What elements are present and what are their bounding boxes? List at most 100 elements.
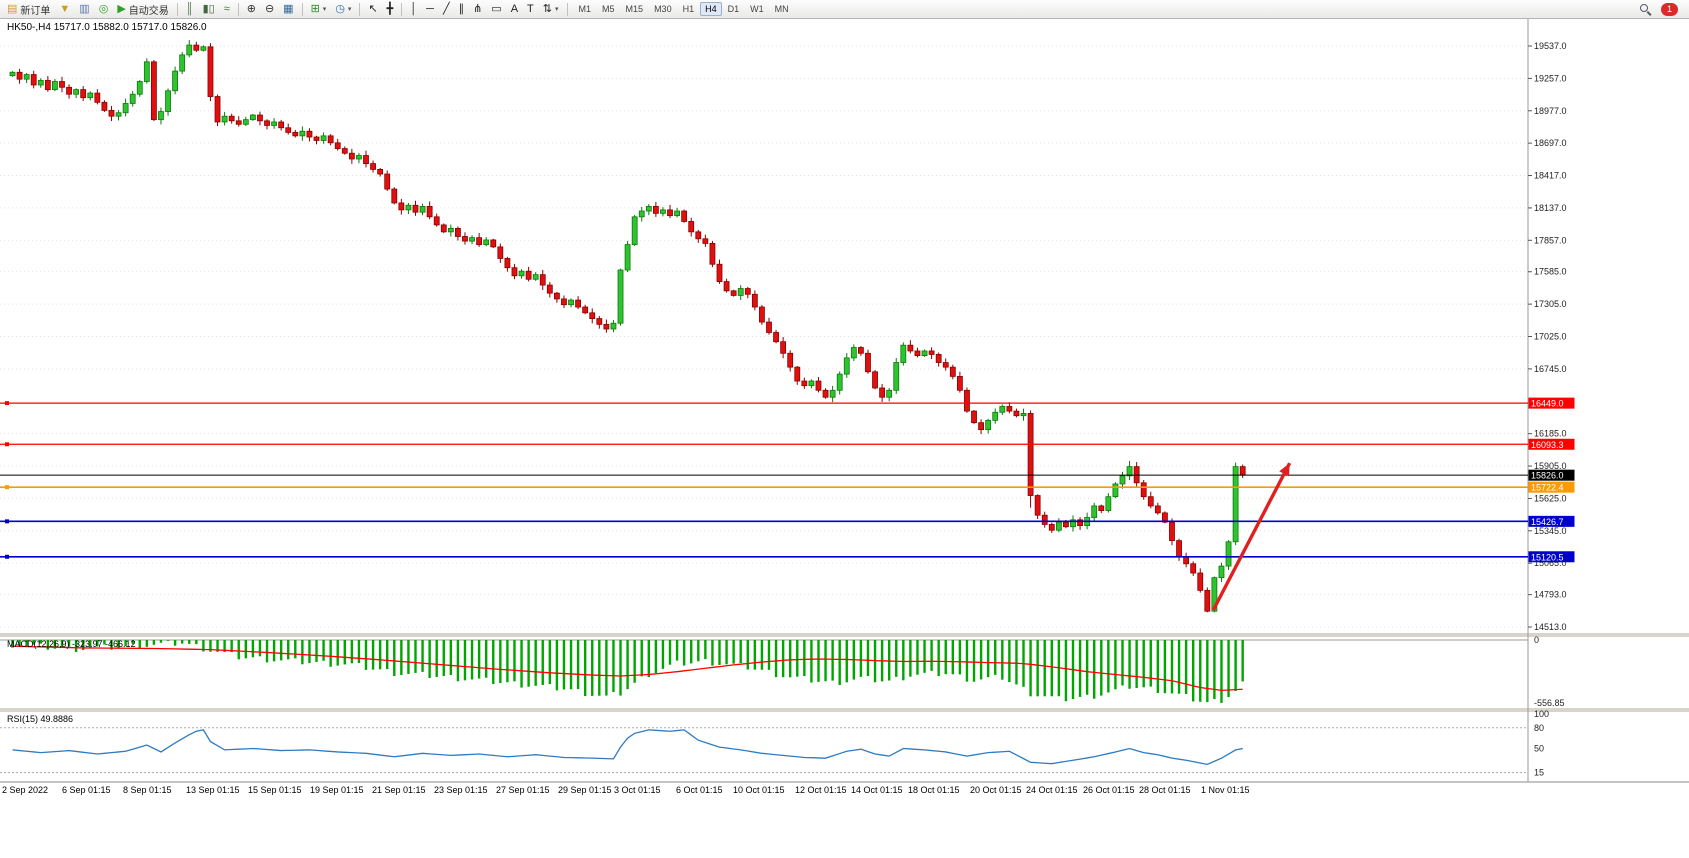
- arrows-icon: ⇅: [542, 2, 552, 15]
- svg-text:100: 100: [1534, 709, 1549, 719]
- new-order-button[interactable]: ▤ 新订单: [3, 0, 54, 18]
- chevron-down-icon: ▾: [322, 6, 327, 13]
- zoom-out-button[interactable]: ⊖: [261, 0, 278, 18]
- timeframe-bar: M1 M5 M15 M30 H1 H4 D1 W1 MN: [574, 2, 794, 16]
- trend-arrow-object[interactable]: [1211, 462, 1292, 611]
- pane-divider[interactable]: [0, 633, 1689, 637]
- svg-text:18137.0: 18137.0: [1534, 203, 1567, 213]
- tile-windows-button[interactable]: ▦: [279, 0, 297, 18]
- svg-text:19537.0: 19537.0: [1534, 41, 1567, 51]
- svg-text:27 Sep 01:15: 27 Sep 01:15: [496, 785, 550, 795]
- arrows-button[interactable]: ⇅ ▾: [539, 0, 563, 18]
- crosshair-button[interactable]: ╋: [383, 0, 398, 18]
- svg-text:12 Oct 01:15: 12 Oct 01:15: [795, 785, 847, 795]
- svg-text:15345.0: 15345.0: [1534, 526, 1567, 536]
- candlestick-icon: ▮▯: [202, 2, 215, 15]
- toolbar-buttons: ▤ 新订单 ▼ ▥ ◎ ▶ 自动交易 ║ ▮▯ ≈ ⊕ ⊖ ▦ ⊞ ▾ ◷ ▾ ↖ ╋ │ ─ ╱ ∥ ⋔ ▭ A T ⇅ ▾: [3, 0, 571, 18]
- button-label: 新订单: [20, 5, 51, 17]
- bar-chart-button[interactable]: ║: [182, 0, 198, 18]
- refresh-icon-button[interactable]: ◎: [95, 0, 113, 18]
- text-button[interactable]: A: [507, 0, 522, 18]
- button-label: 自动交易: [128, 5, 169, 17]
- pane-divider[interactable]: [0, 708, 1689, 712]
- rsi-line: [12, 729, 1243, 766]
- macd-label: MACD(12,26,9) -323.97 -466.12: [7, 639, 136, 649]
- svg-text:17025.0: 17025.0: [1534, 332, 1567, 342]
- shapes-button[interactable]: ▭: [487, 0, 505, 18]
- fibonacci-button[interactable]: ⋔: [469, 0, 486, 18]
- svg-text:19 Sep 01:15: 19 Sep 01:15: [310, 785, 364, 795]
- label-button[interactable]: T: [523, 0, 538, 18]
- notification-badge[interactable]: 1: [1661, 2, 1678, 16]
- crosshair-icon: ╋: [386, 2, 394, 15]
- timeframe-w1-button[interactable]: W1: [750, 4, 764, 14]
- svg-text:10 Oct 01:15: 10 Oct 01:15: [733, 785, 785, 795]
- candlestick-button[interactable]: ▮▯: [199, 0, 219, 18]
- timeframe-m15-button[interactable]: M15: [625, 4, 644, 14]
- svg-text:15905.0: 15905.0: [1534, 461, 1567, 471]
- price-tag: [1528, 551, 1575, 563]
- svg-text:1 Nov 01:15: 1 Nov 01:15: [1201, 785, 1250, 795]
- price-tag: [1528, 438, 1575, 450]
- vertical-line-button[interactable]: │: [406, 0, 421, 18]
- line-chart-icon: ≈: [223, 2, 230, 15]
- symbol-timeframe: HK50-,H4: [7, 22, 51, 33]
- funnel-icon-icon: ▼: [59, 2, 71, 15]
- line-chart-button[interactable]: ≈: [220, 0, 234, 18]
- svg-text:6 Oct 01:15: 6 Oct 01:15: [676, 785, 723, 795]
- zoom-in-button[interactable]: ⊕: [243, 0, 260, 18]
- chart-canvas: 19537.0 19257.0 18977.0 18697.0 18417.0 18137…: [0, 18, 1689, 858]
- indicators-button[interactable]: ⊞ ▾: [307, 0, 331, 18]
- horizontal-line-object[interactable]: 16449.0: [0, 397, 1575, 409]
- svg-text:0: 0: [1534, 635, 1539, 645]
- svg-text:18417.0: 18417.0: [1534, 171, 1567, 181]
- svg-text:16449.0: 16449.0: [1531, 399, 1564, 409]
- chevron-down-icon: ▾: [555, 6, 559, 13]
- svg-text:15120.5: 15120.5: [1531, 552, 1564, 562]
- toolbar-separator: [566, 2, 568, 16]
- equidistant-channel-button[interactable]: ∥: [455, 0, 469, 18]
- timeframe-h4-button[interactable]: H4: [700, 2, 722, 16]
- funnel-icon-button[interactable]: ▼: [55, 0, 74, 18]
- svg-text:3 Oct 01:15: 3 Oct 01:15: [614, 785, 661, 795]
- timeframe-m30-button[interactable]: M30: [654, 4, 672, 14]
- zoom-out-icon: ⊖: [264, 2, 275, 15]
- horizontal-line-object[interactable]: 15426.7: [0, 515, 1575, 527]
- svg-text:16745.0: 16745.0: [1534, 364, 1567, 374]
- svg-text:20 Oct 01:15: 20 Oct 01:15: [970, 785, 1022, 795]
- svg-text:2 Sep 2022: 2 Sep 2022: [2, 785, 48, 795]
- cursor-icon: ↖: [368, 2, 378, 15]
- timeframe-d1-button[interactable]: D1: [727, 4, 740, 14]
- ohlc-values: 15717.0 15882.0 15717.0 15826.0: [53, 22, 207, 33]
- timeframe-h1-button[interactable]: H1: [682, 4, 695, 14]
- svg-text:-556.85: -556.85: [1534, 698, 1565, 708]
- price-tag: [1528, 469, 1575, 481]
- label-icon: T: [527, 2, 534, 15]
- svg-text:13 Sep 01:15: 13 Sep 01:15: [186, 785, 240, 795]
- timeframe-m1-button[interactable]: M1: [578, 4, 592, 14]
- horizontal-line-object[interactable]: 15722.4: [0, 481, 1575, 493]
- new-order-icon: ▤: [7, 2, 18, 15]
- candlestick-series: [9, 40, 1246, 613]
- timeframe-m5-button[interactable]: M5: [602, 4, 615, 14]
- printer-icon-button[interactable]: ▥: [75, 0, 93, 18]
- horizontal-line-object[interactable]: 15120.5: [0, 551, 1575, 563]
- horizontal-line-object[interactable]: 16093.3: [0, 438, 1575, 450]
- symbol-header: HK50-,H4 15717.0 15882.0 15717.0 15826.0: [7, 22, 207, 33]
- macd-indicator: 0 -556.85: [0, 635, 1565, 708]
- timeframe-mn-button[interactable]: MN: [774, 4, 789, 14]
- svg-text:18 Oct 01:15: 18 Oct 01:15: [908, 785, 960, 795]
- svg-text:16093.3: 16093.3: [1531, 440, 1564, 450]
- autotrade-button[interactable]: ▶ 自动交易: [113, 0, 172, 18]
- svg-text:29 Sep 01:15: 29 Sep 01:15: [558, 785, 612, 795]
- periods-button[interactable]: ◷ ▾: [331, 0, 355, 18]
- trendline-button[interactable]: ╱: [439, 0, 454, 18]
- svg-text:14793.0: 14793.0: [1534, 590, 1567, 600]
- horizontal-line-button[interactable]: ─: [422, 0, 438, 18]
- search-icon[interactable]: [1640, 3, 1651, 15]
- svg-text:17857.0: 17857.0: [1534, 235, 1567, 245]
- cursor-button[interactable]: ↖: [364, 0, 381, 18]
- svg-text:15 Sep 01:15: 15 Sep 01:15: [248, 785, 302, 795]
- price-axis: 19537.0 19257.0 18977.0 18697.0 18417.0 18137…: [1528, 41, 1567, 632]
- svg-text:50: 50: [1534, 744, 1544, 754]
